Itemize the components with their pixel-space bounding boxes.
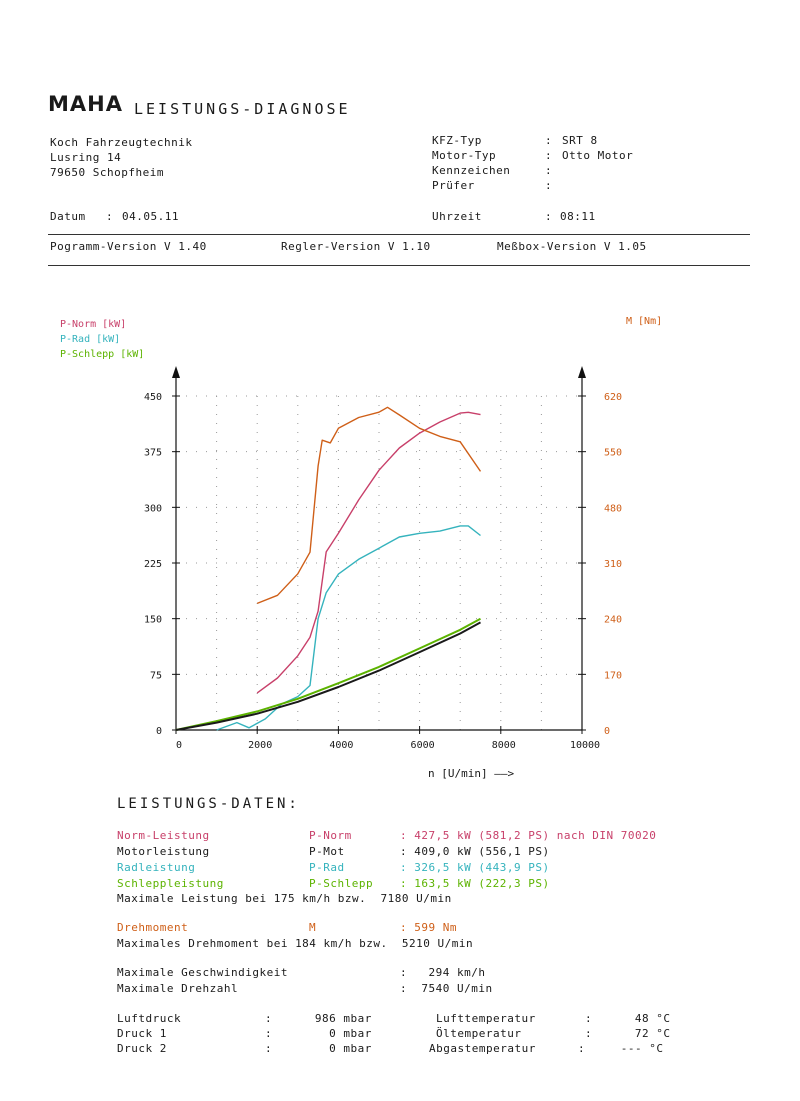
torque-label: Drehmoment [117, 921, 188, 934]
programm-version: Pogramm-Version V 1.40 [50, 240, 207, 253]
series-p-mot [176, 622, 481, 730]
company-name: Koch Fahrzeugtechnik [50, 136, 192, 149]
messbox-version: Meßbox-Version V 1.05 [497, 240, 647, 253]
motor-typ-label: Motor-Typ [432, 149, 496, 162]
series-m [257, 407, 480, 603]
y-left-tick-label: 375 [144, 448, 162, 459]
legend-torque: M [Nm] [626, 316, 662, 327]
series-p-schlepp [176, 619, 481, 730]
y-left-tick-label: 225 [144, 559, 162, 570]
oeltemperatur-label: Öltemperatur [436, 1027, 521, 1040]
druck2-value: : 0 mbar [265, 1042, 372, 1055]
company-city: 79650 Schopfheim [50, 166, 164, 179]
header-rule-bottom [48, 265, 750, 266]
mot-label: Motorleistung [117, 845, 210, 858]
kfz-typ-value: SRT 8 [562, 134, 598, 147]
kfz-typ-colon: : [545, 134, 552, 147]
uhrzeit-label: Uhrzeit [432, 210, 482, 223]
rad-value: : 326,5 kW (443,9 PS) [400, 861, 550, 874]
right-axis-arrow [578, 366, 586, 378]
mot-sym: P-Mot [309, 845, 345, 858]
left-axis-arrow [172, 366, 180, 378]
torque-sym: M [309, 921, 316, 934]
max-rpm-value: : 7540 U/min [400, 982, 493, 995]
legend-schlepp: P-Schlepp [kW] [60, 349, 144, 360]
y-right-tick-label: 240 [604, 615, 622, 626]
kennzeichen-label: Kennzeichen [432, 164, 510, 177]
datum-value: 04.05.11 [122, 210, 179, 223]
company-street: Lusring 14 [50, 151, 121, 164]
regler-version: Regler-Version V 1.10 [281, 240, 431, 253]
schlepp-sym: P-Schlepp [309, 877, 373, 890]
x-tick-label: 2000 [248, 740, 272, 751]
rad-sym: P-Rad [309, 861, 345, 874]
max-power-line: Maximale Leistung bei 175 km/h bzw. 7180… [117, 892, 452, 905]
header-rule-top [48, 234, 750, 235]
chart-ticks: 0 75 150 225 300 375 450 0 170 240 310 480 550 620 0 20… [144, 392, 622, 751]
y-right-tick-label: 0 [604, 726, 610, 737]
schlepp-label: Schleppleistung [117, 877, 224, 890]
y-left-tick-label: 0 [156, 726, 162, 737]
mot-value: : 409,0 kW (556,1 PS) [400, 845, 550, 858]
datum-colon: : [106, 210, 113, 223]
uhrzeit-value: 08:11 [560, 210, 596, 223]
maha-logo: MAHA [48, 92, 123, 116]
druck2-label: Druck 2 [117, 1042, 167, 1055]
chart-grid [176, 396, 582, 730]
luftdruck-label: Luftdruck [117, 1012, 181, 1025]
motor-typ-colon: : [545, 149, 552, 162]
max-speed-value: : 294 km/h [400, 966, 485, 979]
max-torque-line: Maximales Drehmoment bei 184 km/h bzw. 5… [117, 937, 473, 950]
pruefer-label: Prüfer [432, 179, 475, 192]
druck1-value: : 0 mbar [265, 1027, 372, 1040]
series-p-norm [257, 412, 480, 693]
x-tick-label: 0 [176, 740, 182, 751]
datum-label: Datum [50, 210, 86, 223]
lufttemperatur-value: : 48 °C [585, 1012, 670, 1025]
torque-value: : 599 Nm [400, 921, 457, 934]
max-rpm-label: Maximale Drehzahl [117, 982, 238, 995]
y-right-tick-label: 480 [604, 503, 622, 514]
max-speed-label: Maximale Geschwindigkeit [117, 966, 288, 979]
y-left-tick-label: 150 [144, 615, 162, 626]
norm-label: Norm-Leistung [117, 829, 210, 842]
data-section-title: LEISTUNGS-DATEN: [117, 796, 300, 812]
abgastemperatur-value: : --- °C [578, 1042, 663, 1055]
y-right-tick-label: 620 [604, 392, 622, 403]
y-left-tick-label: 450 [144, 392, 162, 403]
y-right-tick-label: 550 [604, 448, 622, 459]
y-right-tick-label: 310 [604, 559, 622, 570]
oeltemperatur-value: : 72 °C [585, 1027, 670, 1040]
report-title: LEISTUNGS-DIAGNOSE [134, 100, 351, 118]
chart-series [176, 407, 481, 730]
motor-typ-value: Otto Motor [562, 149, 633, 162]
druck1-label: Druck 1 [117, 1027, 167, 1040]
x-axis-label: n [U/min] ——> [428, 767, 514, 780]
legend-rad: P-Rad [kW] [60, 334, 120, 345]
x-tick-label: 10000 [570, 740, 600, 751]
kfz-typ-label: KFZ-Typ [432, 134, 482, 147]
legend-norm: P-Norm [kW] [60, 319, 126, 330]
kennzeichen-colon: : [545, 164, 552, 177]
x-tick-label: 6000 [411, 740, 435, 751]
luftdruck-value: : 986 mbar [265, 1012, 372, 1025]
norm-sym: P-Norm [309, 829, 352, 842]
y-left-tick-label: 300 [144, 503, 162, 514]
abgastemperatur-label: Abgastemperatur [429, 1042, 536, 1055]
norm-value: : 427,5 kW (581,2 PS) nach DIN 70020 [400, 829, 656, 842]
power-torque-chart: P-Norm [kW] P-Rad [kW] P-Schlepp [kW] M … [0, 300, 800, 790]
series-p-rad [217, 526, 481, 730]
rad-label: Radleistung [117, 861, 195, 874]
y-right-tick-label: 170 [604, 670, 622, 681]
y-left-tick-label: 75 [150, 670, 162, 681]
schlepp-value: : 163,5 kW (222,3 PS) [400, 877, 550, 890]
x-tick-label: 4000 [329, 740, 353, 751]
uhrzeit-colon: : [545, 210, 552, 223]
lufttemperatur-label: Lufttemperatur [436, 1012, 536, 1025]
pruefer-colon: : [545, 179, 552, 192]
x-tick-label: 8000 [492, 740, 516, 751]
